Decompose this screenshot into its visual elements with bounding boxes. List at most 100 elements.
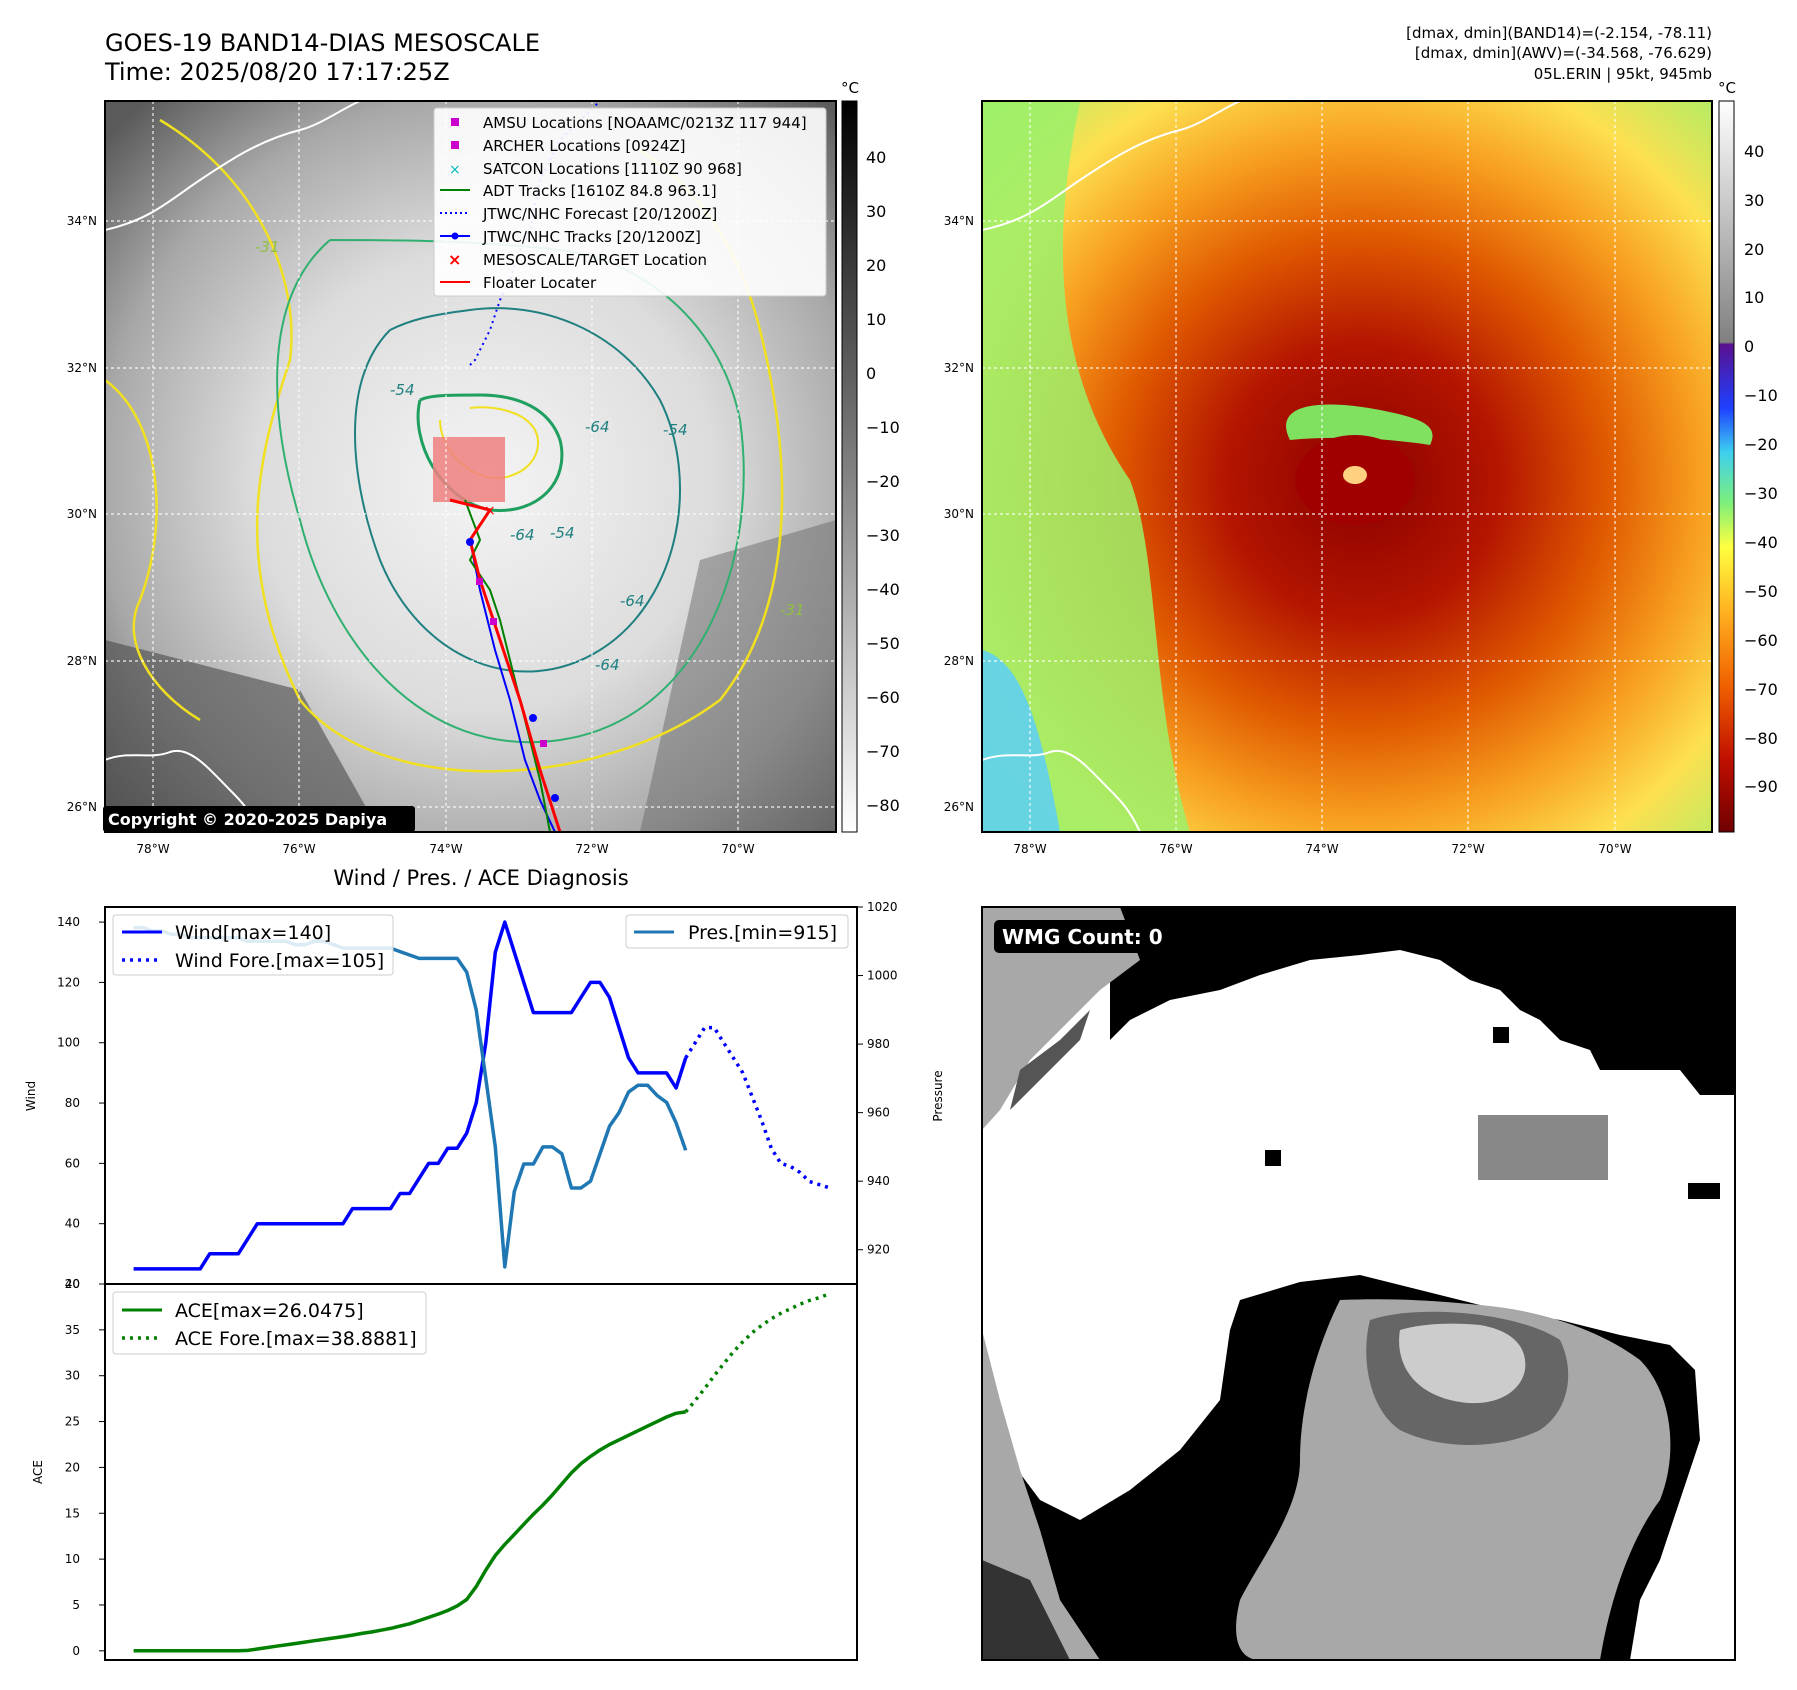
wmg-gray-patch — [1478, 1115, 1608, 1180]
color-colorbar-tick: −20 — [1744, 435, 1778, 454]
color-colorbar-tick: 30 — [1744, 191, 1764, 210]
nhc-track-point — [529, 714, 537, 722]
wmg-black-southwest — [982, 1560, 1070, 1660]
color-colorbar-tick: 40 — [1744, 142, 1764, 161]
ace-series — [133, 1292, 830, 1653]
ace-axis-label: ACE — [31, 1460, 45, 1484]
ir-colorbar-tick: 30 — [866, 202, 886, 221]
ir-colorbar-tick: −10 — [866, 418, 900, 437]
y-tick-label: 20 — [65, 1277, 80, 1291]
wind-series — [133, 920, 829, 1271]
floater-track — [449, 498, 562, 832]
ir-colorbar-tick: −60 — [866, 688, 900, 707]
legend-label-satcon: SATCON Locations [1110Z 90 968] — [483, 160, 742, 178]
color-colorbar-tick: −40 — [1744, 533, 1778, 552]
legend-label-forecast: JTWC/NHC Forecast [20/1200Z] — [482, 205, 717, 223]
coastline-south-color — [982, 749, 1141, 832]
legend-swatch-amsu — [451, 118, 459, 126]
contour-labels: -31 -54 -64 -64 -54 -64 -54 -31 -64 — [255, 238, 805, 674]
target-location-marker: × — [484, 503, 496, 519]
green-moat-ring — [1286, 404, 1433, 445]
lat-label: 30°N — [67, 507, 97, 521]
legend-label-target: MESOSCALE/TARGET Location — [483, 251, 707, 269]
y-tick-label: 5 — [72, 1598, 80, 1612]
y-tick-label: 140 — [57, 915, 80, 929]
green-outer-region-west — [982, 101, 1190, 832]
ir-colorbar-tick: −70 — [866, 742, 900, 761]
lon-label: 72°W — [1451, 842, 1484, 856]
map-legend-box — [433, 107, 827, 297]
pressure-series — [133, 925, 688, 1269]
wmg-black-dot — [1493, 1027, 1509, 1043]
lon-label: 76°W — [282, 842, 315, 856]
contour-yellow-outer — [159, 118, 784, 773]
ir-colorbar-tick: 20 — [866, 256, 886, 275]
coastline-north — [105, 101, 361, 231]
ace-legend-label: ACE[max=26.0475] — [175, 1300, 364, 1322]
y-tick-label: 20 — [65, 1460, 80, 1474]
ir-colorbar-tick: −40 — [866, 580, 900, 599]
color-colorbar-tick: −30 — [1744, 484, 1778, 503]
wmg-gray-northwest — [982, 907, 1140, 1130]
lon-label: 76°W — [1159, 842, 1192, 856]
contour-label: -64 — [620, 592, 645, 610]
wmg-light-eye — [1399, 1323, 1526, 1404]
ir-colorbar — [841, 100, 858, 833]
ir-colorbar-tick: −20 — [866, 472, 900, 491]
ir-colorbar-tick: −30 — [866, 526, 900, 545]
diag-title: Wind / Pres. / ACE Diagnosis — [333, 866, 628, 890]
y-tick-label: 940 — [867, 1174, 890, 1188]
lon-label: 78°W — [1013, 842, 1046, 856]
lat-label: 28°N — [67, 654, 97, 668]
y-tick-label: 1020 — [867, 900, 898, 914]
y-tick-label: 1000 — [867, 969, 898, 983]
color-colorbar-tick: −80 — [1744, 729, 1778, 748]
pressure-legend-box — [625, 914, 849, 949]
series-line — [133, 925, 688, 1269]
lat-label: 26°N — [944, 800, 974, 814]
contour-label: -54 — [390, 381, 415, 399]
legend-label-amsu: AMSU Locations [NOAAMC/0213Z 117 944] — [483, 114, 807, 132]
y-tick-label: 980 — [867, 1037, 890, 1051]
color-colorbar-tick: 10 — [1744, 288, 1764, 307]
y-tick-label: 40 — [65, 1217, 80, 1231]
y-tick-label: 120 — [57, 975, 80, 989]
ir-colorbar-tick: −50 — [866, 634, 900, 653]
wmg-black-band-north — [1110, 907, 1735, 1095]
contour-label: -54 — [663, 421, 688, 439]
nhc-track-point — [466, 538, 474, 546]
color-colorbar-tick: −60 — [1744, 631, 1778, 650]
y-tick-label: 40 — [65, 1277, 80, 1291]
legend-label-archer: ARCHER Locations [0924Z] — [483, 137, 686, 155]
ace-chart-frame — [104, 1283, 858, 1661]
series-line — [684, 1025, 829, 1190]
wind-forecast-legend-label: Wind Fore.[max=105] — [175, 950, 384, 972]
contour-label: -54 — [550, 524, 575, 542]
series-line — [684, 1292, 830, 1414]
lon-label: 70°W — [721, 842, 754, 856]
ace-legend-box — [112, 1291, 427, 1355]
ir-colorbar-tick: 10 — [866, 310, 886, 329]
ir-colorbar-unit: °C — [841, 79, 859, 97]
y-tick-label: 60 — [65, 1156, 80, 1170]
legend-label-nhc: JTWC/NHC Tracks [20/1200Z] — [482, 228, 701, 246]
ir-colorbar-tick: 0 — [866, 364, 876, 383]
lon-label: 74°W — [1305, 842, 1338, 856]
wmg-dark-gray-edge — [1010, 1010, 1090, 1110]
contour-label: -64 — [510, 526, 535, 544]
lat-label: 32°N — [944, 361, 974, 375]
y-tick-label: 960 — [867, 1106, 890, 1120]
figure-title: GOES-19 BAND14-DIAS MESOSCALE — [105, 29, 540, 57]
legend-label-adt: ADT Tracks [1610Z 84.8 963.1] — [483, 182, 717, 200]
color-colorbar-tick: −90 — [1744, 777, 1778, 796]
wmg-label: WMG Count: 0 — [1002, 925, 1163, 949]
info-band14: [dmax, dmin](BAND14)=(-2.154, -78.11) — [1406, 24, 1712, 42]
ir-colorbar-tick: 40 — [866, 148, 886, 167]
pressure-legend-label: Pres.[min=915] — [688, 922, 837, 944]
legend-swatch-satcon: × — [449, 162, 461, 178]
series-line — [133, 1410, 686, 1653]
color-ir-map-panel: 34°N 32°N 30°N 28°N 26°N 78°W 76°W 74°W … — [944, 79, 1778, 856]
